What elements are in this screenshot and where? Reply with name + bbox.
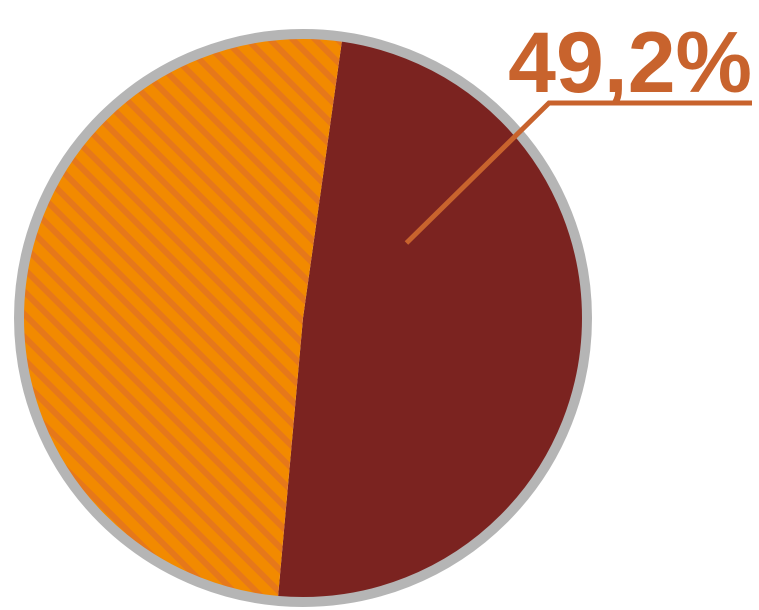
pie-slice-1 [277,36,587,602]
pie-slice-2 [18,33,343,601]
pie-slices [18,33,587,602]
pie-labels: 49,2% [404,15,752,245]
leader-line-1 [404,100,752,245]
slice-value-label-1: 49,2% [508,15,752,111]
pie-border [14,29,592,607]
